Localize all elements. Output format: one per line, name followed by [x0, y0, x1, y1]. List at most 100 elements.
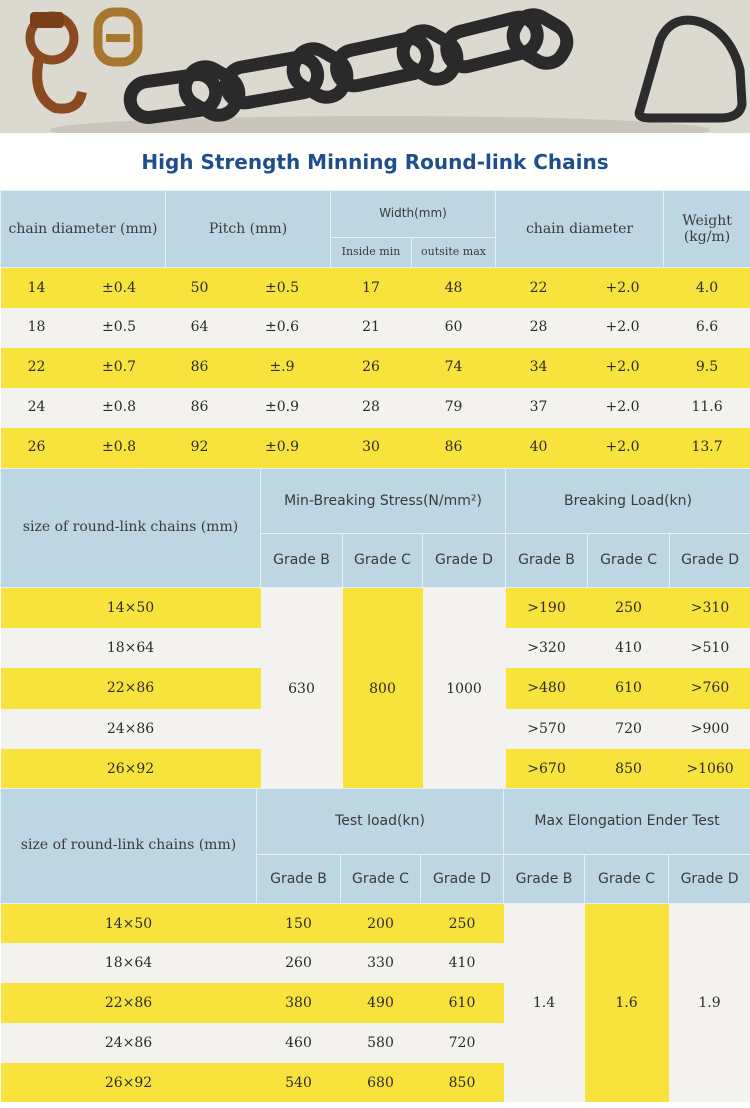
- header-max-elongation: Max Elongation Ender Test: [503, 788, 750, 855]
- pear-ring-icon: [634, 15, 747, 123]
- load-grade-b: >320: [505, 627, 588, 669]
- test-grade-b: 260: [256, 943, 341, 984]
- test-grade-d: 850: [420, 1062, 504, 1103]
- stress-grade-c: 800: [342, 587, 423, 790]
- table-cell: 14: [0, 267, 73, 308]
- elongation-grade-d: 1.9: [668, 903, 750, 1103]
- table-cell: +2.0: [581, 347, 664, 388]
- size-cell: 22×86: [0, 983, 257, 1023]
- size-cell: 24×86: [0, 708, 261, 750]
- table-cell: 22: [0, 347, 73, 388]
- table-cell: 11.6: [663, 387, 750, 428]
- header-chain-diameter: chain diameter (mm): [0, 190, 166, 268]
- table-cell: 26: [330, 347, 412, 388]
- table-row: 14×50 630 800 1000 >190 250 >310: [0, 587, 750, 790]
- test-load-table: size of round-link chains (mm) Test load…: [0, 788, 750, 1103]
- table-cell: 86: [165, 387, 234, 428]
- test-grade-b: 540: [256, 1062, 341, 1103]
- header-size: size of round-link chains (mm): [0, 788, 257, 904]
- chain-illustration: [0, 0, 750, 133]
- size-cell: 26×92: [0, 749, 261, 790]
- table-cell: 37: [495, 387, 582, 428]
- table-cell: ±0.6: [233, 307, 331, 348]
- load-grade-b: >670: [505, 749, 588, 790]
- header-grade: Grade C: [587, 533, 671, 588]
- table-cell: 50: [165, 267, 234, 308]
- table-cell: 4.0: [663, 267, 750, 308]
- table-cell: 13.7: [663, 427, 750, 468]
- stress-grade-d: 1000: [422, 587, 506, 790]
- load-grade-d: >310: [669, 587, 750, 628]
- load-grade-d: >900: [669, 708, 750, 750]
- hook-icon: [25, 11, 87, 114]
- table-cell: 24: [0, 387, 73, 428]
- header-width: Width(mm): [329, 190, 497, 238]
- header-grade: Grade B: [256, 854, 341, 904]
- table-cell: ±0.9: [233, 387, 331, 428]
- table-row: 14 ±0.4 50 ±0.5 17 48 22 +2.0 4.0: [0, 267, 750, 308]
- test-grade-b: 380: [256, 983, 341, 1023]
- test-grade-c: 580: [340, 1022, 421, 1063]
- load-grade-d: >760: [669, 668, 750, 709]
- load-grade-b: >570: [505, 708, 588, 750]
- test-grade-b: 460: [256, 1022, 341, 1063]
- test-grade-c: 330: [340, 943, 421, 984]
- header-weight: Weight (kg/m): [663, 190, 750, 268]
- size-cell: 24×86: [0, 1022, 257, 1063]
- header-grade: Grade B: [505, 533, 589, 588]
- header-grade: Grade C: [342, 533, 423, 588]
- table-row: 26 ±0.8 92 ±0.9 30 86 40 +2.0 13.7: [0, 427, 750, 468]
- table-cell: 28: [330, 387, 412, 428]
- table-row: 26×92 540 680 850: [0, 1062, 750, 1103]
- table-row: 22×86 >480 610 >760: [0, 668, 750, 709]
- table-row: 22 ±0.7 86 ±.9 26 74 34 +2.0 9.5: [0, 347, 750, 388]
- load-grade-c: 410: [587, 627, 670, 669]
- table-cell: ±0.4: [72, 267, 166, 308]
- table-cell: +2.0: [581, 267, 664, 308]
- connector-icon: [93, 7, 143, 67]
- table-cell: 92: [165, 427, 234, 468]
- header-chain-diameter-2: chain diameter: [495, 190, 665, 268]
- load-grade-b: >190: [505, 587, 588, 628]
- table-cell: 40: [495, 427, 582, 468]
- table-cell: 86: [411, 427, 496, 468]
- table-cell: ±0.5: [233, 267, 331, 308]
- table-cell: 17: [330, 267, 412, 308]
- table-cell: ±0.7: [72, 347, 166, 388]
- test-grade-c: 490: [340, 983, 421, 1023]
- table-cell: +2.0: [581, 427, 664, 468]
- table-cell: +2.0: [581, 387, 664, 428]
- table-cell: ±0.9: [233, 427, 331, 468]
- header-grade: Grade D: [421, 533, 507, 588]
- size-cell: 26×92: [0, 1062, 257, 1103]
- table-row: 24×86 460 580 720: [0, 1022, 750, 1063]
- elongation-grade-b: 1.4: [503, 903, 585, 1103]
- table-cell: 6.6: [663, 307, 750, 348]
- table-cell: 79: [411, 387, 496, 428]
- test-grade-d: 610: [420, 983, 504, 1023]
- header-size: size of round-link chains (mm): [0, 468, 261, 588]
- dimensions-table: chain diameter (mm) Pitch (mm) Width(mm)…: [0, 190, 750, 468]
- test-grade-c: 680: [340, 1062, 421, 1103]
- test-grade-c: 200: [340, 903, 421, 944]
- test-grade-d: 410: [420, 943, 504, 984]
- test-grade-d: 720: [420, 1022, 504, 1063]
- breaking-stress-table: size of round-link chains (mm) Min-Break…: [0, 468, 750, 790]
- header-grade: Grade D: [419, 854, 505, 904]
- table-cell: 86: [165, 347, 234, 388]
- table-cell: +2.0: [581, 307, 664, 348]
- load-grade-b: >480: [505, 668, 588, 709]
- size-cell: 18×64: [0, 943, 257, 984]
- table-cell: 60: [411, 307, 496, 348]
- load-grade-d: >1060: [669, 749, 750, 790]
- size-cell: 14×50: [0, 903, 257, 944]
- table-cell: 34: [495, 347, 582, 388]
- header-grade: Grade B: [503, 854, 586, 904]
- table-row: 14×50 150 200 250 1.4 1.6 1.9: [0, 903, 750, 1103]
- header-grade: Grade D: [668, 854, 750, 904]
- header-pitch: Pitch (mm): [165, 190, 331, 268]
- table-cell: 26: [0, 427, 73, 468]
- header-breaking-load: Breaking Load(kn): [505, 468, 750, 534]
- load-grade-c: 720: [587, 708, 670, 750]
- table-cell: ±.9: [233, 347, 331, 388]
